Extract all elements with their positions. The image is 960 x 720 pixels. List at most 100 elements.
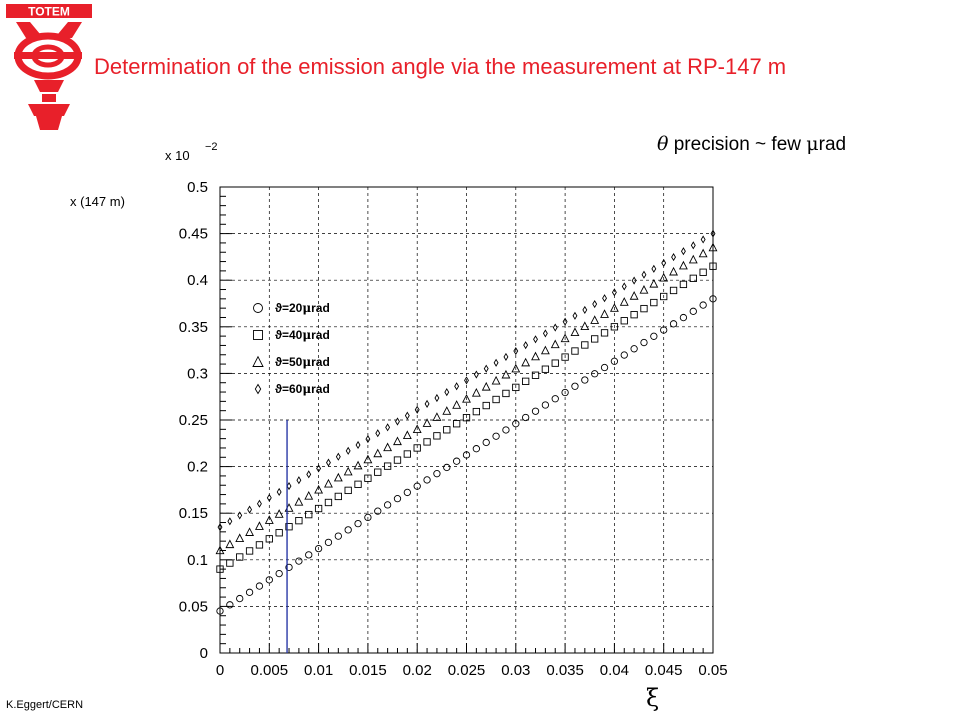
data-point bbox=[285, 563, 293, 571]
data-point bbox=[581, 376, 589, 384]
data-point bbox=[700, 235, 706, 244]
data-point bbox=[600, 363, 609, 372]
data-point bbox=[630, 345, 638, 353]
data-point bbox=[521, 357, 531, 367]
data-point bbox=[581, 341, 589, 349]
data-point bbox=[649, 278, 659, 288]
data-point bbox=[669, 266, 678, 276]
data-point bbox=[630, 311, 638, 319]
y-tick-label: 0.5 bbox=[187, 179, 208, 196]
data-point bbox=[571, 382, 579, 390]
data-point bbox=[482, 401, 490, 410]
data-point bbox=[343, 466, 353, 476]
legend-label: ϑ=50μrad bbox=[275, 355, 330, 369]
data-point bbox=[305, 510, 313, 519]
data-point bbox=[689, 307, 697, 315]
data-point bbox=[373, 448, 383, 458]
data-point bbox=[414, 405, 420, 414]
data-point bbox=[314, 544, 323, 553]
data-point bbox=[561, 353, 569, 361]
data-point bbox=[620, 317, 628, 325]
data-point bbox=[540, 345, 550, 355]
precision-unit: rad bbox=[818, 134, 847, 155]
data-point bbox=[334, 532, 342, 540]
data-point bbox=[531, 407, 540, 415]
x-tick-label: 0.015 bbox=[349, 662, 387, 679]
data-point bbox=[523, 341, 529, 350]
data-point bbox=[354, 480, 362, 488]
data-point bbox=[552, 323, 558, 332]
y-tick-label: 0 bbox=[200, 645, 208, 662]
data-point bbox=[306, 470, 312, 479]
data-point bbox=[462, 394, 471, 403]
data-point bbox=[659, 272, 669, 282]
y-tick-label: 0.05 bbox=[179, 598, 208, 615]
totem-logo: TOTEM bbox=[6, 4, 96, 139]
data-point bbox=[345, 446, 351, 455]
data-point bbox=[531, 371, 540, 379]
data-point bbox=[364, 474, 372, 482]
y-multiplier-base: x 10 bbox=[165, 148, 190, 163]
y-tick-label: 0.3 bbox=[187, 365, 208, 382]
y-axis-label: x (147 m) bbox=[70, 194, 125, 209]
data-point bbox=[443, 426, 451, 434]
data-point bbox=[621, 282, 627, 291]
data-point bbox=[326, 458, 331, 467]
data-point bbox=[245, 547, 254, 555]
data-point bbox=[393, 495, 402, 503]
data-point bbox=[433, 432, 441, 440]
x-tick-label: 0.04 bbox=[600, 662, 629, 679]
data-point bbox=[374, 468, 382, 476]
data-point bbox=[334, 492, 342, 501]
data-point bbox=[600, 309, 609, 318]
data-point bbox=[354, 519, 362, 528]
data-point bbox=[600, 329, 609, 337]
data-point bbox=[314, 484, 324, 494]
data-point bbox=[639, 285, 649, 294]
data-point bbox=[265, 535, 273, 543]
data-point bbox=[393, 456, 402, 464]
data-point bbox=[679, 313, 688, 322]
legend-label: ϑ=60μrad bbox=[275, 382, 330, 396]
data-point bbox=[375, 429, 381, 438]
data-point bbox=[533, 335, 538, 344]
data-point bbox=[551, 395, 559, 403]
data-point bbox=[412, 424, 422, 433]
data-point bbox=[265, 576, 273, 584]
series-circle bbox=[216, 295, 717, 615]
data-point bbox=[255, 582, 264, 590]
data-point bbox=[491, 375, 501, 385]
data-point bbox=[483, 364, 489, 373]
footer-credit: K.Eggert/CERN bbox=[6, 699, 84, 711]
y-tick-label: 0.2 bbox=[187, 459, 208, 476]
data-point bbox=[542, 329, 548, 338]
data-point bbox=[424, 399, 430, 408]
page-title: Determination of the emission angle via … bbox=[94, 54, 787, 79]
data-point bbox=[513, 346, 519, 356]
data-point bbox=[611, 288, 617, 297]
data-point bbox=[324, 478, 333, 488]
data-point bbox=[471, 387, 481, 397]
data-point bbox=[365, 435, 371, 444]
data-point bbox=[493, 358, 499, 367]
data-point bbox=[592, 299, 598, 309]
data-point bbox=[572, 311, 578, 320]
x-tick-label: 0.05 bbox=[698, 662, 727, 679]
x-tick-label: 0.005 bbox=[251, 662, 289, 679]
mu-symbol: μ bbox=[806, 133, 819, 155]
legend-marker bbox=[252, 355, 264, 367]
data-point bbox=[395, 417, 400, 426]
series-triangle bbox=[215, 242, 718, 555]
data-point bbox=[452, 420, 461, 428]
data-point bbox=[353, 460, 363, 470]
data-point bbox=[503, 352, 509, 361]
y-tick-label: 0.45 bbox=[179, 226, 208, 243]
data-point bbox=[422, 418, 432, 427]
data-point bbox=[531, 351, 540, 361]
data-point bbox=[355, 440, 361, 450]
data-point bbox=[314, 504, 323, 513]
data-points bbox=[215, 229, 718, 615]
series-square bbox=[216, 262, 717, 573]
y-tick-label: 0.15 bbox=[179, 505, 208, 522]
data-point bbox=[562, 317, 568, 326]
